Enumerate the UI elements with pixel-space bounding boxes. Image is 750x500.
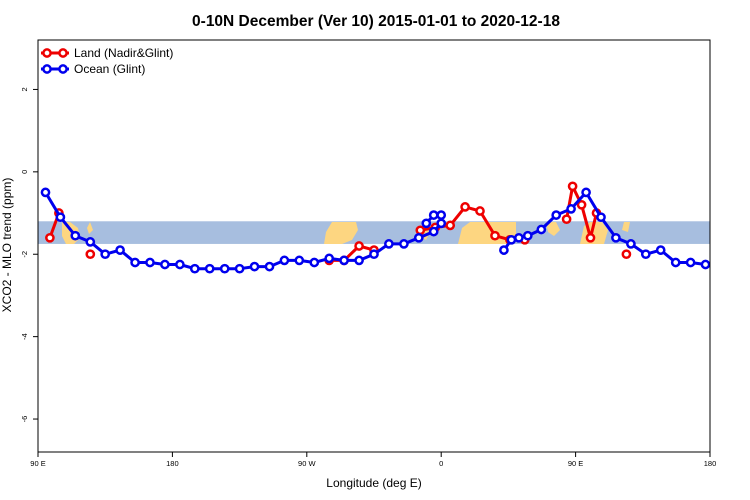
data-point — [234, 263, 245, 274]
data-point — [585, 232, 596, 243]
data-point — [45, 232, 55, 243]
data-point — [279, 255, 290, 266]
data-point — [354, 255, 364, 266]
data-point — [40, 187, 51, 198]
data-point — [581, 187, 591, 198]
data-point — [626, 239, 636, 249]
data-point — [561, 214, 572, 225]
land-shape — [324, 222, 358, 244]
land-shape — [622, 222, 630, 232]
legend-marker — [58, 48, 68, 58]
series-line — [44, 191, 443, 271]
data-point — [436, 218, 447, 229]
data-point — [506, 234, 517, 245]
ocean-band — [38, 221, 710, 244]
series-layer — [40, 181, 711, 274]
x-axis-label: Longitude (deg E) — [326, 476, 421, 490]
data-point — [490, 230, 500, 241]
data-point — [621, 249, 632, 260]
data-point — [499, 245, 509, 255]
data-point — [576, 199, 587, 210]
data-point — [522, 230, 533, 241]
data-point — [670, 257, 681, 268]
data-point — [85, 237, 96, 247]
data-point — [175, 259, 185, 270]
data-point — [655, 245, 666, 255]
data-point — [413, 232, 424, 243]
y-tick-label: -2 — [20, 251, 29, 258]
x-tick-label: 90 W — [298, 459, 316, 468]
data-point — [264, 261, 275, 272]
data-point — [115, 245, 125, 255]
data-point — [219, 263, 230, 274]
data-point — [339, 255, 349, 266]
y-tick-label: 2 — [20, 87, 29, 91]
x-tick-label: 90 E — [568, 459, 583, 468]
data-point — [100, 249, 111, 260]
x-tick-label: 180 — [166, 459, 179, 468]
data-point — [204, 263, 215, 274]
legend-marker — [42, 48, 52, 58]
x-tick-label: 180 — [704, 459, 717, 468]
data-point — [460, 202, 470, 212]
legend-label: Ocean (Glint) — [74, 62, 145, 76]
data-point — [189, 263, 200, 274]
data-point — [85, 249, 96, 260]
series-2 — [40, 187, 711, 274]
background-map — [38, 221, 710, 244]
plot-frame — [37, 39, 711, 453]
data-point — [445, 220, 456, 231]
data-point — [428, 210, 439, 220]
data-point — [536, 224, 547, 235]
data-point — [685, 257, 696, 268]
data-point — [294, 255, 305, 266]
y-tick-label: -4 — [20, 333, 29, 340]
data-point — [551, 210, 562, 220]
x-axis: 90 E 180 90 W 0 90 E 180 — [30, 452, 716, 468]
y-axis: -6 -4 -2 0 2 — [20, 87, 38, 422]
data-point — [567, 181, 578, 192]
chart-title: 0-10N December (Ver 10) 2015-01-01 to 20… — [192, 13, 560, 30]
land-shape — [87, 222, 93, 234]
legend-marker — [58, 64, 68, 74]
data-point — [70, 230, 81, 241]
data-point — [611, 232, 621, 243]
data-point — [428, 226, 439, 237]
legend: Land (Nadir&Glint) Ocean (Glint) — [41, 46, 173, 76]
data-point — [399, 239, 409, 249]
data-point — [514, 232, 524, 243]
data-point — [55, 212, 66, 223]
data-point — [596, 212, 606, 223]
y-axis-label: XCO2 - MLO trend (ppm) — [0, 178, 14, 313]
data-point — [384, 239, 394, 249]
data-point — [436, 210, 447, 220]
data-point — [475, 206, 485, 216]
data-point — [324, 253, 335, 264]
land-shape — [546, 222, 560, 236]
data-point — [415, 225, 426, 236]
legend-marker — [42, 64, 52, 74]
y-tick-label: 0 — [20, 170, 29, 174]
data-point — [160, 259, 170, 270]
data-point — [566, 204, 576, 214]
data-point — [640, 249, 651, 260]
data-point — [421, 218, 432, 229]
data-point — [354, 241, 364, 251]
x-tick-label: 90 E — [30, 459, 45, 468]
data-point — [369, 249, 379, 260]
x-tick-label: 0 — [439, 459, 443, 468]
data-point — [309, 257, 320, 268]
data-point — [130, 257, 140, 268]
data-point — [249, 261, 260, 272]
data-point — [145, 257, 155, 268]
data-point — [700, 259, 711, 270]
y-tick-label: -6 — [20, 416, 29, 423]
legend-label: Land (Nadir&Glint) — [74, 46, 173, 60]
